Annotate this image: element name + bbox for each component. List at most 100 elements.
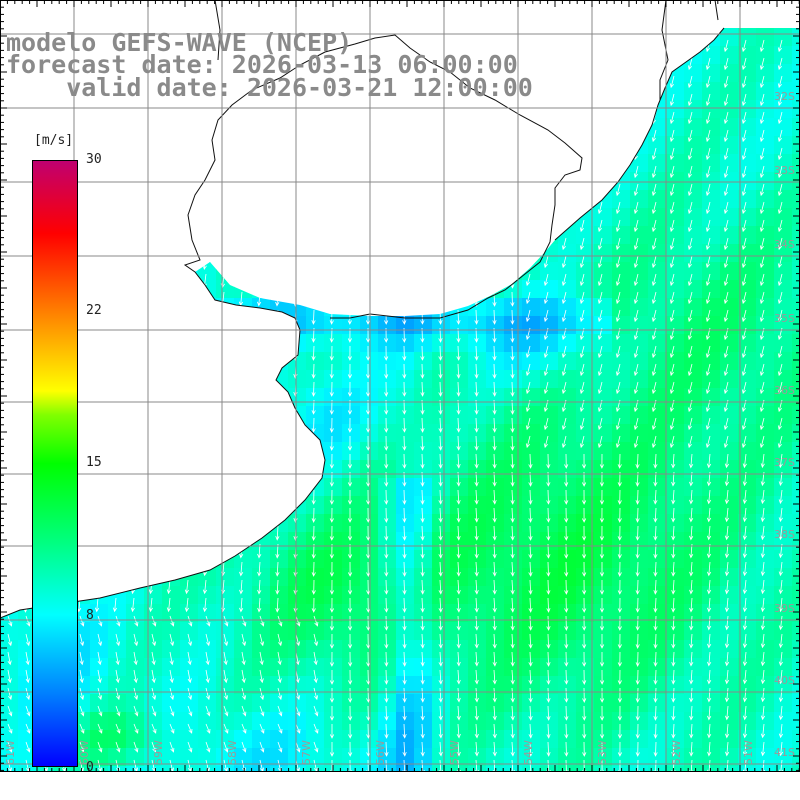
wind-arrow <box>420 507 425 523</box>
wind-arrow <box>706 453 712 469</box>
wind-cell <box>306 676 325 695</box>
wind-cell <box>594 298 613 317</box>
wind-cell <box>162 676 181 695</box>
wind-arrow <box>597 345 603 359</box>
wind-arrow <box>115 741 121 753</box>
wind-arrow <box>348 669 353 685</box>
wind-arrow <box>313 741 319 753</box>
wind-arrow <box>689 525 694 541</box>
wind-cell <box>360 280 379 299</box>
wind-cell <box>504 118 523 137</box>
wind-cell <box>216 424 235 443</box>
wind-cell <box>0 136 19 155</box>
wind-cell <box>738 100 757 119</box>
wind-arrow <box>705 237 711 251</box>
wind-cell <box>432 496 451 515</box>
wind-arrow <box>760 579 765 595</box>
wind-cell <box>324 622 343 641</box>
wind-arrow <box>133 687 139 701</box>
wind-arrow <box>456 651 461 667</box>
wind-cell <box>288 154 307 173</box>
wind-arrow <box>347 183 352 199</box>
wind-arrow <box>94 489 100 505</box>
wind-cell <box>486 550 505 569</box>
wind-cell <box>648 334 667 353</box>
wind-cell <box>234 514 253 533</box>
wind-arrow <box>275 273 280 289</box>
wind-arrow <box>742 579 748 595</box>
wind-cell <box>666 28 685 47</box>
wind-arrow <box>420 687 425 703</box>
wind-cell <box>270 190 289 209</box>
wind-arrow <box>635 525 640 541</box>
wind-cell <box>360 316 379 335</box>
wind-cell <box>540 334 559 353</box>
wind-cell <box>0 118 19 137</box>
wind-arrow <box>384 381 389 397</box>
wind-arrow <box>543 363 549 377</box>
wind-arrow <box>759 309 765 323</box>
wind-cell <box>648 64 667 83</box>
wind-cell <box>288 262 307 281</box>
wind-arrow <box>5 201 10 217</box>
wind-arrow <box>148 129 153 144</box>
wind-cell <box>108 280 127 299</box>
wind-cell <box>756 226 775 245</box>
wind-cell <box>432 550 451 569</box>
wind-cell <box>360 208 379 227</box>
wind-arrow <box>366 579 371 595</box>
wind-cell <box>144 262 163 281</box>
wind-arrow <box>724 633 730 649</box>
wind-cell <box>252 118 271 137</box>
wind-arrow <box>777 363 783 377</box>
wind-arrow <box>184 579 189 595</box>
wind-arrow <box>564 741 569 757</box>
wind-arrow <box>23 219 28 235</box>
wind-cell <box>396 208 415 227</box>
wind-cell <box>180 766 199 772</box>
wind-arrow <box>615 309 621 323</box>
wind-arrow <box>184 129 189 144</box>
wind-arrow <box>256 219 262 235</box>
wind-arrow <box>166 453 171 469</box>
wind-cell <box>558 748 577 767</box>
wind-cell <box>756 262 775 281</box>
wind-arrow <box>546 705 551 721</box>
wind-arrow <box>777 39 783 53</box>
wind-cell <box>180 172 199 191</box>
wind-arrow <box>94 597 100 613</box>
wind-cell <box>360 262 379 281</box>
wind-arrow <box>166 183 171 198</box>
wind-cell <box>450 208 469 227</box>
wind-arrow <box>257 507 262 523</box>
wind-arrow <box>311 435 316 451</box>
wind-arrow <box>293 219 298 235</box>
wind-cell <box>576 622 595 641</box>
wind-cell <box>738 442 757 461</box>
wind-arrow <box>130 219 135 234</box>
wind-cell <box>774 694 793 713</box>
wind-cell <box>486 154 505 173</box>
wind-cell <box>180 406 199 425</box>
wind-cell <box>360 100 379 119</box>
wind-arrow <box>525 363 531 377</box>
wind-cell <box>738 334 757 353</box>
wind-cell <box>126 694 145 713</box>
wind-cell <box>288 748 307 767</box>
wind-cell <box>270 604 289 623</box>
wind-arrow <box>543 93 549 107</box>
wind-arrow <box>94 219 99 235</box>
wind-arrow <box>760 741 766 757</box>
wind-cell <box>648 748 667 767</box>
wind-arrow <box>707 633 712 649</box>
wind-cell <box>180 640 199 659</box>
wind-cell <box>432 766 451 772</box>
wind-arrow <box>635 687 640 703</box>
wind-arrow <box>510 129 515 145</box>
wind-cell <box>216 640 235 659</box>
wind-arrow <box>474 723 479 739</box>
wind-cell <box>684 514 703 533</box>
wind-arrow <box>205 741 211 753</box>
wind-arrow <box>492 435 497 451</box>
wind-arrow <box>510 165 515 181</box>
